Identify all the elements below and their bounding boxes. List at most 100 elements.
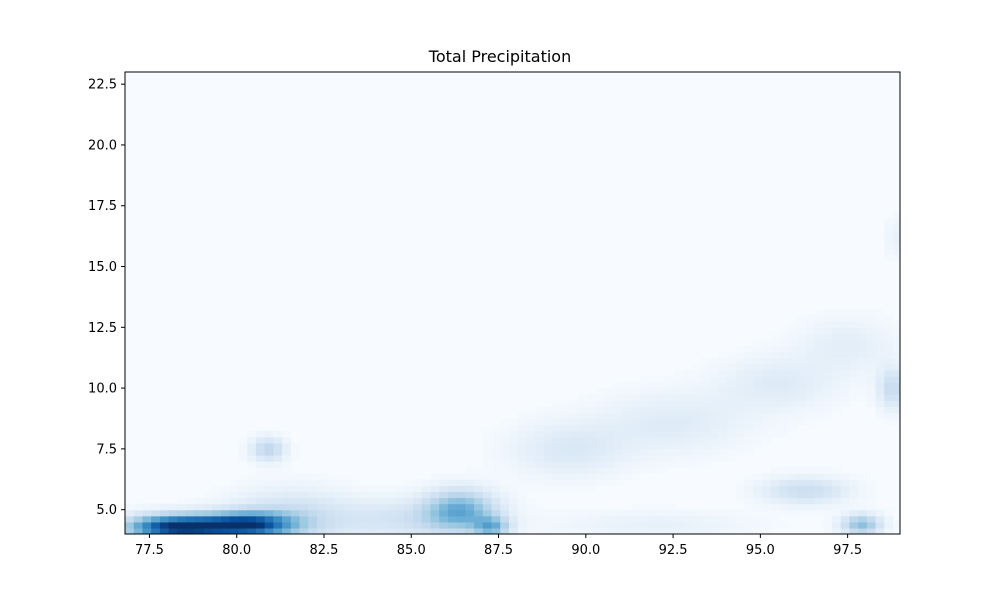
heatmap-cell bbox=[797, 333, 807, 341]
heatmap-cell bbox=[482, 442, 493, 450]
heatmap-cell bbox=[840, 345, 850, 353]
heatmap-cell bbox=[831, 400, 842, 407]
heatmap-cell bbox=[282, 473, 292, 480]
heatmap-cell bbox=[351, 479, 362, 486]
heatmap-cell bbox=[325, 503, 336, 511]
heatmap-cell bbox=[552, 418, 562, 426]
heatmap-cell bbox=[779, 479, 789, 486]
heatmap-cell bbox=[439, 527, 449, 534]
heatmap-cell bbox=[840, 369, 850, 377]
heatmap-cell bbox=[343, 497, 353, 505]
heatmap-cell bbox=[299, 497, 309, 505]
heatmap-cell bbox=[840, 479, 850, 486]
heatmap-cell bbox=[622, 412, 632, 420]
heatmap-cell bbox=[465, 491, 475, 499]
heatmap-cell bbox=[831, 369, 842, 377]
heatmap-cell bbox=[727, 351, 737, 359]
heatmap-cell bbox=[177, 521, 187, 529]
heatmap-cell bbox=[840, 388, 850, 395]
heatmap-cell bbox=[517, 448, 528, 456]
heatmap-cell bbox=[351, 491, 362, 499]
heatmap-cell bbox=[535, 521, 545, 529]
heatmap-cell bbox=[482, 515, 493, 523]
heatmap-cell bbox=[797, 412, 807, 420]
heatmap-cell bbox=[858, 333, 868, 341]
heatmap-cell bbox=[605, 394, 615, 401]
heatmap-cell bbox=[500, 485, 510, 493]
heatmap-cell bbox=[840, 527, 850, 534]
heatmap-cell bbox=[770, 491, 781, 499]
heatmap-cell bbox=[657, 400, 667, 407]
heatmap-cell bbox=[395, 521, 405, 529]
heatmap-cell bbox=[203, 527, 213, 534]
heatmap-cell bbox=[273, 515, 283, 523]
heatmap-cell bbox=[674, 515, 685, 523]
heatmap-cell bbox=[814, 467, 824, 474]
heatmap-cell bbox=[587, 461, 597, 468]
heatmap-cell bbox=[858, 351, 868, 359]
heatmap-cell bbox=[683, 375, 693, 383]
heatmap-cell bbox=[666, 436, 676, 444]
heatmap-cell bbox=[762, 491, 772, 499]
heatmap-cell bbox=[701, 394, 711, 401]
heatmap-cell bbox=[823, 485, 833, 493]
heatmap-cell bbox=[491, 467, 501, 474]
heatmap-cell bbox=[631, 412, 641, 420]
heatmap-cell bbox=[578, 418, 589, 426]
heatmap-cell bbox=[866, 388, 877, 395]
heatmap-cell bbox=[753, 382, 763, 389]
heatmap-cell bbox=[884, 394, 894, 401]
heatmap-cell bbox=[500, 436, 510, 444]
heatmap-cell bbox=[430, 515, 440, 523]
heatmap-cell bbox=[639, 448, 650, 456]
heatmap-cell bbox=[369, 485, 379, 493]
heatmap-cell bbox=[762, 418, 772, 426]
heatmap-cell bbox=[212, 515, 222, 523]
heatmap-cell bbox=[770, 382, 781, 389]
heatmap-cell bbox=[875, 357, 885, 365]
heatmap-cell bbox=[744, 406, 754, 414]
heatmap-cell bbox=[823, 321, 833, 328]
heatmap-cell bbox=[779, 412, 789, 420]
heatmap-cell bbox=[622, 424, 632, 432]
heatmap-cell bbox=[561, 400, 571, 407]
heatmap-cell bbox=[797, 327, 807, 334]
heatmap-cell bbox=[325, 521, 336, 529]
heatmap-cell bbox=[875, 321, 885, 328]
heatmap-cell bbox=[421, 521, 432, 529]
heatmap-cell bbox=[273, 491, 283, 499]
heatmap-cell bbox=[221, 485, 231, 493]
heatmap-cell bbox=[831, 467, 842, 474]
y-tick-label: 15.0 bbox=[88, 260, 117, 275]
heatmap-cell bbox=[814, 491, 824, 499]
heatmap-cell bbox=[823, 388, 833, 395]
heatmap-cell bbox=[413, 515, 423, 523]
heatmap-cell bbox=[395, 509, 405, 517]
heatmap-cell bbox=[779, 351, 789, 359]
heatmap-cell bbox=[884, 357, 894, 365]
heatmap-cell bbox=[840, 503, 850, 511]
heatmap-cell bbox=[308, 479, 318, 486]
heatmap-cell bbox=[133, 503, 144, 511]
heatmap-cell bbox=[578, 509, 589, 517]
heatmap-cell bbox=[683, 454, 693, 462]
heatmap-cell bbox=[849, 339, 859, 347]
heatmap-cell bbox=[404, 485, 414, 493]
heatmap-cell bbox=[369, 509, 379, 517]
heatmap-cell bbox=[657, 418, 667, 426]
heatmap-cell bbox=[788, 333, 798, 341]
heatmap-cell bbox=[718, 351, 728, 359]
heatmap-cell bbox=[840, 327, 850, 334]
heatmap-cell bbox=[413, 479, 423, 486]
heatmap-cell bbox=[203, 509, 213, 517]
heatmap-cell bbox=[221, 515, 231, 523]
heatmap-cell bbox=[866, 515, 877, 523]
heatmap-cell bbox=[805, 382, 816, 389]
heatmap-cell bbox=[526, 436, 536, 444]
heatmap-cell bbox=[194, 509, 205, 517]
heatmap-cell bbox=[648, 412, 658, 420]
heatmap-cell bbox=[596, 388, 606, 395]
heatmap-cell bbox=[561, 430, 571, 438]
heatmap-cell bbox=[622, 400, 632, 407]
